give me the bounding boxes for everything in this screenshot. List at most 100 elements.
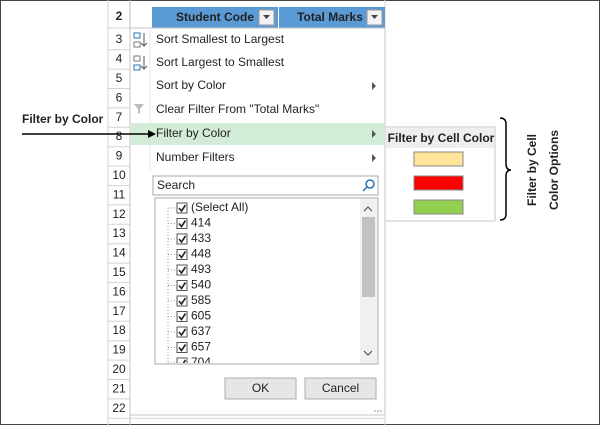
menu-item[interactable]: Sort by Color [156,78,226,92]
header-cell [152,7,278,28]
resize-grip [380,410,382,412]
row-number: 4 [116,52,123,66]
sort-arrow [140,56,148,70]
menu-item[interactable]: Sort Smallest to Largest [156,32,285,46]
row-number: 2 [116,9,123,23]
checkbox[interactable] [176,202,188,214]
row-number: 10 [112,168,126,182]
list-item[interactable]: 605 [191,309,211,323]
filter-arrow [263,15,270,19]
filter-arrow [371,15,378,19]
checkmark [178,235,187,244]
arrow-head [148,130,156,138]
checkmark [178,344,187,352]
checkbox[interactable] [176,218,188,229]
list-item[interactable]: 493 [191,262,211,276]
checkmark [178,266,187,275]
submenu-title: Filter by Cell Color [388,131,495,145]
row-number: 6 [116,90,123,104]
header-cell [279,7,385,28]
checkbox[interactable] [176,357,188,368]
sort-icon [133,64,141,71]
list-item[interactable]: 585 [191,293,211,307]
menu-item: Clear Filter From "Total Marks" [156,102,319,116]
row-number: 19 [112,343,126,357]
color-submenu: Filter by Cell Color [384,126,496,222]
menu-item[interactable]: Sort Largest to Smallest [156,55,285,69]
menu-item[interactable]: Number Filters [156,150,235,164]
row-number: 11 [113,187,126,201]
list-item[interactable]: 540 [191,278,211,292]
list-item[interactable]: (Select All) [191,200,248,214]
row-number: 20 [112,362,126,376]
color-swatch[interactable] [413,151,464,167]
annotation-right: Color Options [547,130,561,210]
submenu-header [386,128,494,148]
filter-menu: Sort Smallest to Largest Sort Largest to … [129,27,386,416]
resize-grip [377,410,379,412]
checkbox[interactable] [176,280,188,291]
submenu-arrow [372,82,376,90]
row-number: 22 [112,401,126,415]
checkmark [178,204,187,213]
checkmark [178,313,187,321]
list-item[interactable]: 657 [191,340,211,354]
annotation-left: Filter by Color [22,112,104,126]
list-item[interactable]: 637 [191,324,211,338]
submenu-arrow [372,130,376,138]
row-number: 16 [112,284,126,298]
button-label: Cancel [322,381,359,395]
header-label: Total Marks [297,10,363,24]
sort-icon [133,55,141,62]
row-number: 15 [112,265,126,279]
row-number: 5 [116,71,123,85]
checkbox[interactable] [176,326,188,338]
checkmark [178,328,187,337]
button[interactable] [224,377,297,400]
list-item[interactable]: 448 [191,247,211,261]
menu-highlight [131,123,384,145]
row-number: 9 [116,149,123,163]
search-placeholder: Search [157,178,195,192]
annotation-right: Filter by Cell [525,134,539,206]
row-number: 8 [116,129,123,143]
checkmark [178,297,187,306]
resize-grip [374,410,376,412]
list-item[interactable]: 433 [191,231,211,245]
row-number: 3 [116,32,123,46]
brace [499,117,512,221]
sort-arrow [140,33,148,47]
list-item[interactable]: 704 [191,355,211,369]
value-list [154,197,379,365]
search-icon [362,186,368,192]
color-swatch[interactable] [413,199,464,215]
checkbox[interactable] [176,311,188,322]
checkbox[interactable] [176,249,188,260]
checkmark [179,359,187,363]
scroll-down[interactable] [363,350,373,356]
row-number: 14 [112,246,126,260]
row-number: 18 [112,323,126,337]
annotations: Filter by Color Filter by Cell Color Optio… [22,112,561,221]
row-number: 13 [112,226,126,240]
search-box[interactable] [152,175,379,196]
row-number: 17 [112,304,126,318]
sort-icon [133,32,141,39]
checkbox[interactable] [176,295,188,307]
header-label: Student Code [176,10,254,24]
checkbox[interactable] [176,342,188,353]
menu-item[interactable]: Filter by Color [156,126,231,140]
scroll-thumb[interactable] [362,217,375,297]
scroll-up[interactable] [363,206,373,212]
sort-icon [133,41,141,48]
row-number: 21 [112,381,126,395]
checkbox[interactable] [176,233,188,245]
color-swatch[interactable] [413,175,464,191]
button[interactable] [304,377,377,400]
checkbox[interactable] [176,264,188,276]
list-item[interactable]: 414 [191,216,211,230]
search-icon [365,179,375,189]
row-number: 12 [112,207,126,221]
